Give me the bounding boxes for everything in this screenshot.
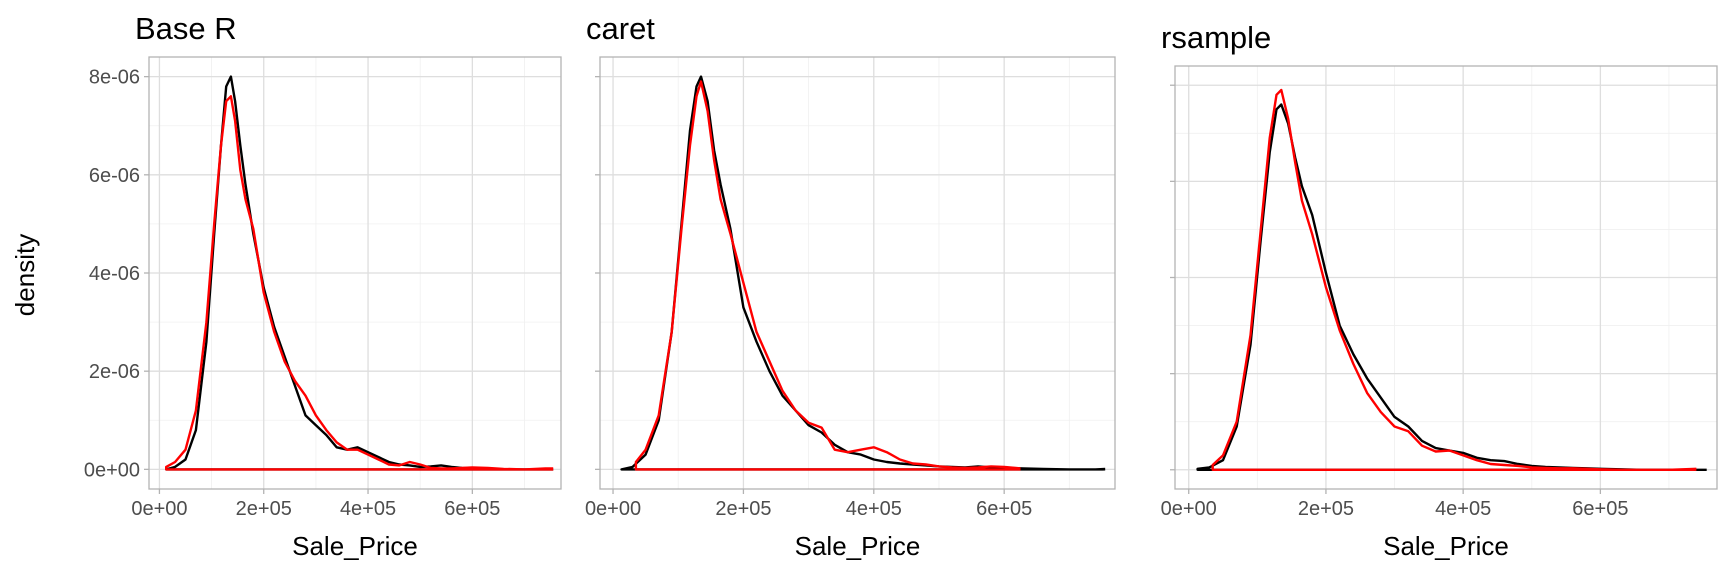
y-axis-title: density <box>10 234 40 316</box>
x-axis-title: Sale_Price <box>795 531 921 561</box>
x-tick-label: 2e+05 <box>1298 498 1354 520</box>
x-tick-label: 0e+00 <box>585 498 641 520</box>
x-axis-title: Sale_Price <box>1383 531 1509 561</box>
facet-panel-0: Base R 0e+00 2e+05 4e+05 6e+05 Sale_Price 0e+0… <box>84 11 562 561</box>
y-tick-label: 2e-06 <box>89 361 140 383</box>
density-line-black <box>1196 103 1707 471</box>
y-tick-label: 6e-06 <box>89 165 140 187</box>
x-tick-label: 0e+00 <box>131 498 187 520</box>
x-tick-label: 6e+05 <box>976 498 1032 520</box>
facet-panel-1: caret 0e+00 2e+05 4e+05 6e+05 Sale_Price <box>585 11 1116 561</box>
facet-title: caret <box>586 11 655 46</box>
density-line-red <box>634 80 1021 471</box>
facet-title: Base R <box>135 11 237 46</box>
x-tick-label: 2e+05 <box>715 498 771 520</box>
facet-panel-2: rsample 0e+00 2e+05 4e+05 6e+05 Sale_Price <box>1161 20 1718 561</box>
x-tick-label: 0e+00 <box>1161 498 1217 520</box>
y-tick-label: 4e-06 <box>89 263 140 285</box>
x-tick-label: 6e+05 <box>444 498 500 520</box>
y-tick-label: 8e-06 <box>89 67 140 89</box>
y-tick-label: 0e+00 <box>84 459 140 481</box>
x-tick-label: 4e+05 <box>846 498 902 520</box>
density-line-red <box>1211 88 1697 471</box>
x-axis-title: Sale_Price <box>292 531 418 561</box>
x-tick-label: 4e+05 <box>1435 498 1491 520</box>
x-tick-label: 4e+05 <box>340 498 396 520</box>
x-tick-label: 2e+05 <box>236 498 292 520</box>
x-tick-label: 6e+05 <box>1572 498 1628 520</box>
density-line-red <box>165 95 554 471</box>
facet-title: rsample <box>1161 20 1271 55</box>
